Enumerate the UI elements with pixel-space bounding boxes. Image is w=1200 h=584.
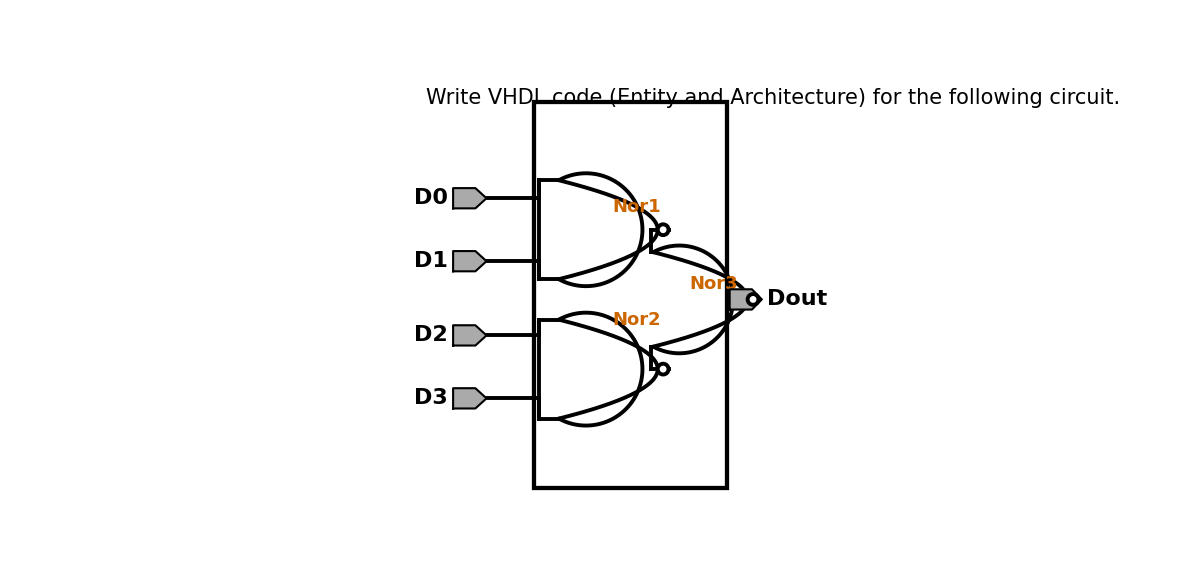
Polygon shape (454, 251, 486, 272)
Text: Nor2: Nor2 (613, 311, 661, 329)
Text: D3: D3 (414, 388, 448, 408)
Text: D1: D1 (414, 251, 448, 271)
Circle shape (748, 294, 758, 305)
Polygon shape (454, 325, 486, 346)
Polygon shape (454, 188, 486, 208)
Text: D2: D2 (414, 325, 448, 345)
Text: Dout: Dout (767, 290, 828, 310)
Text: D0: D0 (414, 188, 448, 208)
Text: Nor1: Nor1 (613, 198, 661, 216)
Circle shape (658, 364, 668, 374)
Text: Nor3: Nor3 (689, 274, 738, 293)
Polygon shape (454, 388, 486, 408)
Circle shape (658, 224, 668, 235)
Text: Write VHDL code (Entity and Architecture) for the following circuit.: Write VHDL code (Entity and Architecture… (426, 88, 1121, 108)
Polygon shape (730, 289, 762, 310)
